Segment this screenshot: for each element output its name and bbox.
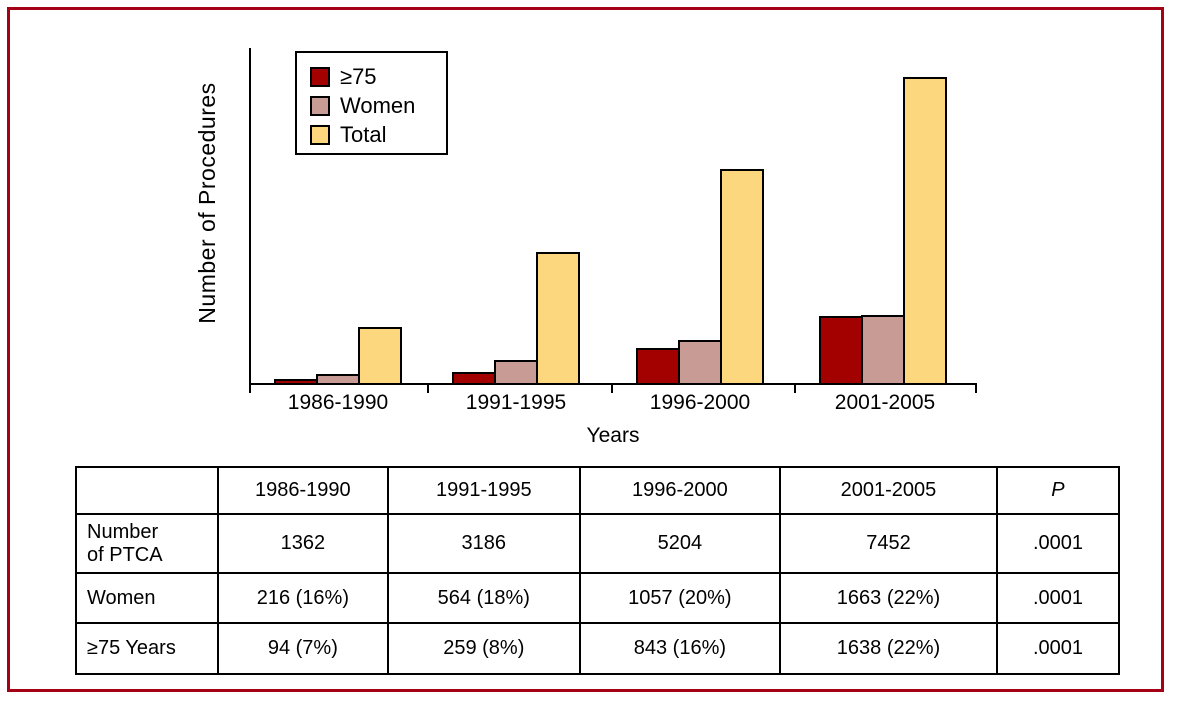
table-header-2001-2005: 2001-2005 — [779, 466, 998, 515]
cell-ge75-2001-2005: 1638 (22%) — [779, 622, 998, 675]
cell-ptca-1986-1990: 1362 — [216, 513, 389, 574]
cell-women-1986-1990: 216 (16%) — [216, 572, 389, 624]
table-row-women: Women 216 (16%) 564 (18%) 1057 (20%) 166… — [75, 572, 1121, 624]
x-axis-line — [249, 383, 977, 385]
x-axis-tick — [794, 383, 796, 393]
data-table: 1986-1990 1991-1995 1996-2000 2001-2005 … — [75, 466, 1121, 675]
bar-chart-plot-area — [249, 48, 977, 393]
cell-women-1991-1995: 564 (18%) — [386, 572, 581, 624]
cell-women-p-value: .0001 — [995, 572, 1121, 624]
bar-women-1986-1990 — [316, 374, 360, 383]
x-tick-label-1996-2000: 1996-2000 — [649, 391, 751, 414]
cell-ptca-1991-1995: 3186 — [386, 513, 581, 574]
bar-total-1996-2000 — [720, 169, 764, 383]
x-axis-title: Years — [586, 424, 640, 447]
chart-legend: ≥75 Women Total — [295, 51, 448, 155]
table-header-1991-1995: 1991-1995 — [386, 466, 581, 515]
bar-total-1986-1990 — [358, 327, 402, 383]
legend-label-women: Women — [340, 92, 416, 118]
cell-ptca-1996-2000: 5204 — [578, 513, 782, 574]
cell-ptca-p-value: .0001 — [995, 513, 1121, 574]
cell-ge75-1991-1995: 259 (8%) — [386, 622, 581, 675]
legend-item-total: Total — [310, 120, 446, 149]
table-row-number-of-ptca: Number of PTCA 1362 3186 5204 7452 .0001 — [75, 513, 1121, 574]
bar-women-1991-1995 — [494, 360, 538, 383]
cell-ge75-1996-2000: 843 (16%) — [578, 622, 782, 675]
table-row-ge75-years: ≥75 Years 94 (7%) 259 (8%) 843 (16%) 163… — [75, 622, 1121, 675]
legend-label-ge75: ≥75 — [340, 63, 377, 89]
legend-item-women: Women — [310, 91, 446, 120]
legend-item-ge75: ≥75 — [310, 62, 446, 91]
x-axis-tick — [975, 383, 977, 393]
bar-women-2001-2005 — [861, 315, 905, 383]
table-header-row: 1986-1990 1991-1995 1996-2000 2001-2005 … — [75, 466, 1121, 515]
legend-swatch-ge75-icon — [310, 66, 330, 87]
cell-ge75-p-value: .0001 — [995, 622, 1121, 675]
row-label-women: Women — [75, 572, 219, 624]
table-header-empty — [75, 466, 219, 515]
cell-women-2001-2005: 1663 (22%) — [779, 572, 998, 624]
figure-border: Number of Procedures ≥75 Women Total 198… — [7, 7, 1164, 692]
bar-total-2001-2005 — [903, 77, 947, 383]
legend-swatch-women-icon — [310, 95, 330, 116]
table-header-1986-1990: 1986-1990 — [216, 466, 389, 515]
cell-women-1996-2000: 1057 (20%) — [578, 572, 782, 624]
y-axis-line — [249, 48, 251, 393]
table-header-p-value: P — [995, 466, 1121, 515]
bar-ge75-1991-1995 — [452, 372, 496, 383]
y-axis-title: Number of Procedures — [194, 82, 220, 324]
legend-swatch-total-icon — [310, 124, 330, 145]
x-axis-tick — [427, 383, 429, 393]
x-tick-label-1986-1990: 1986-1990 — [287, 391, 389, 414]
bar-total-1991-1995 — [536, 252, 580, 383]
row-label-number-of-ptca: Number of PTCA — [75, 513, 219, 574]
x-axis-tick — [611, 383, 613, 393]
cell-ge75-1986-1990: 94 (7%) — [216, 622, 389, 675]
cell-ptca-2001-2005: 7452 — [779, 513, 998, 574]
table-header-1996-2000: 1996-2000 — [578, 466, 782, 515]
bar-ge75-1996-2000 — [636, 348, 680, 383]
bar-ge75-1986-1990 — [274, 379, 318, 383]
bar-ge75-2001-2005 — [819, 316, 863, 383]
row-label-ge75-years: ≥75 Years — [75, 622, 219, 675]
legend-label-total: Total — [340, 121, 387, 147]
x-tick-label-1991-1995: 1991-1995 — [465, 391, 567, 414]
bar-women-1996-2000 — [678, 340, 722, 383]
x-tick-label-2001-2005: 2001-2005 — [834, 391, 936, 414]
